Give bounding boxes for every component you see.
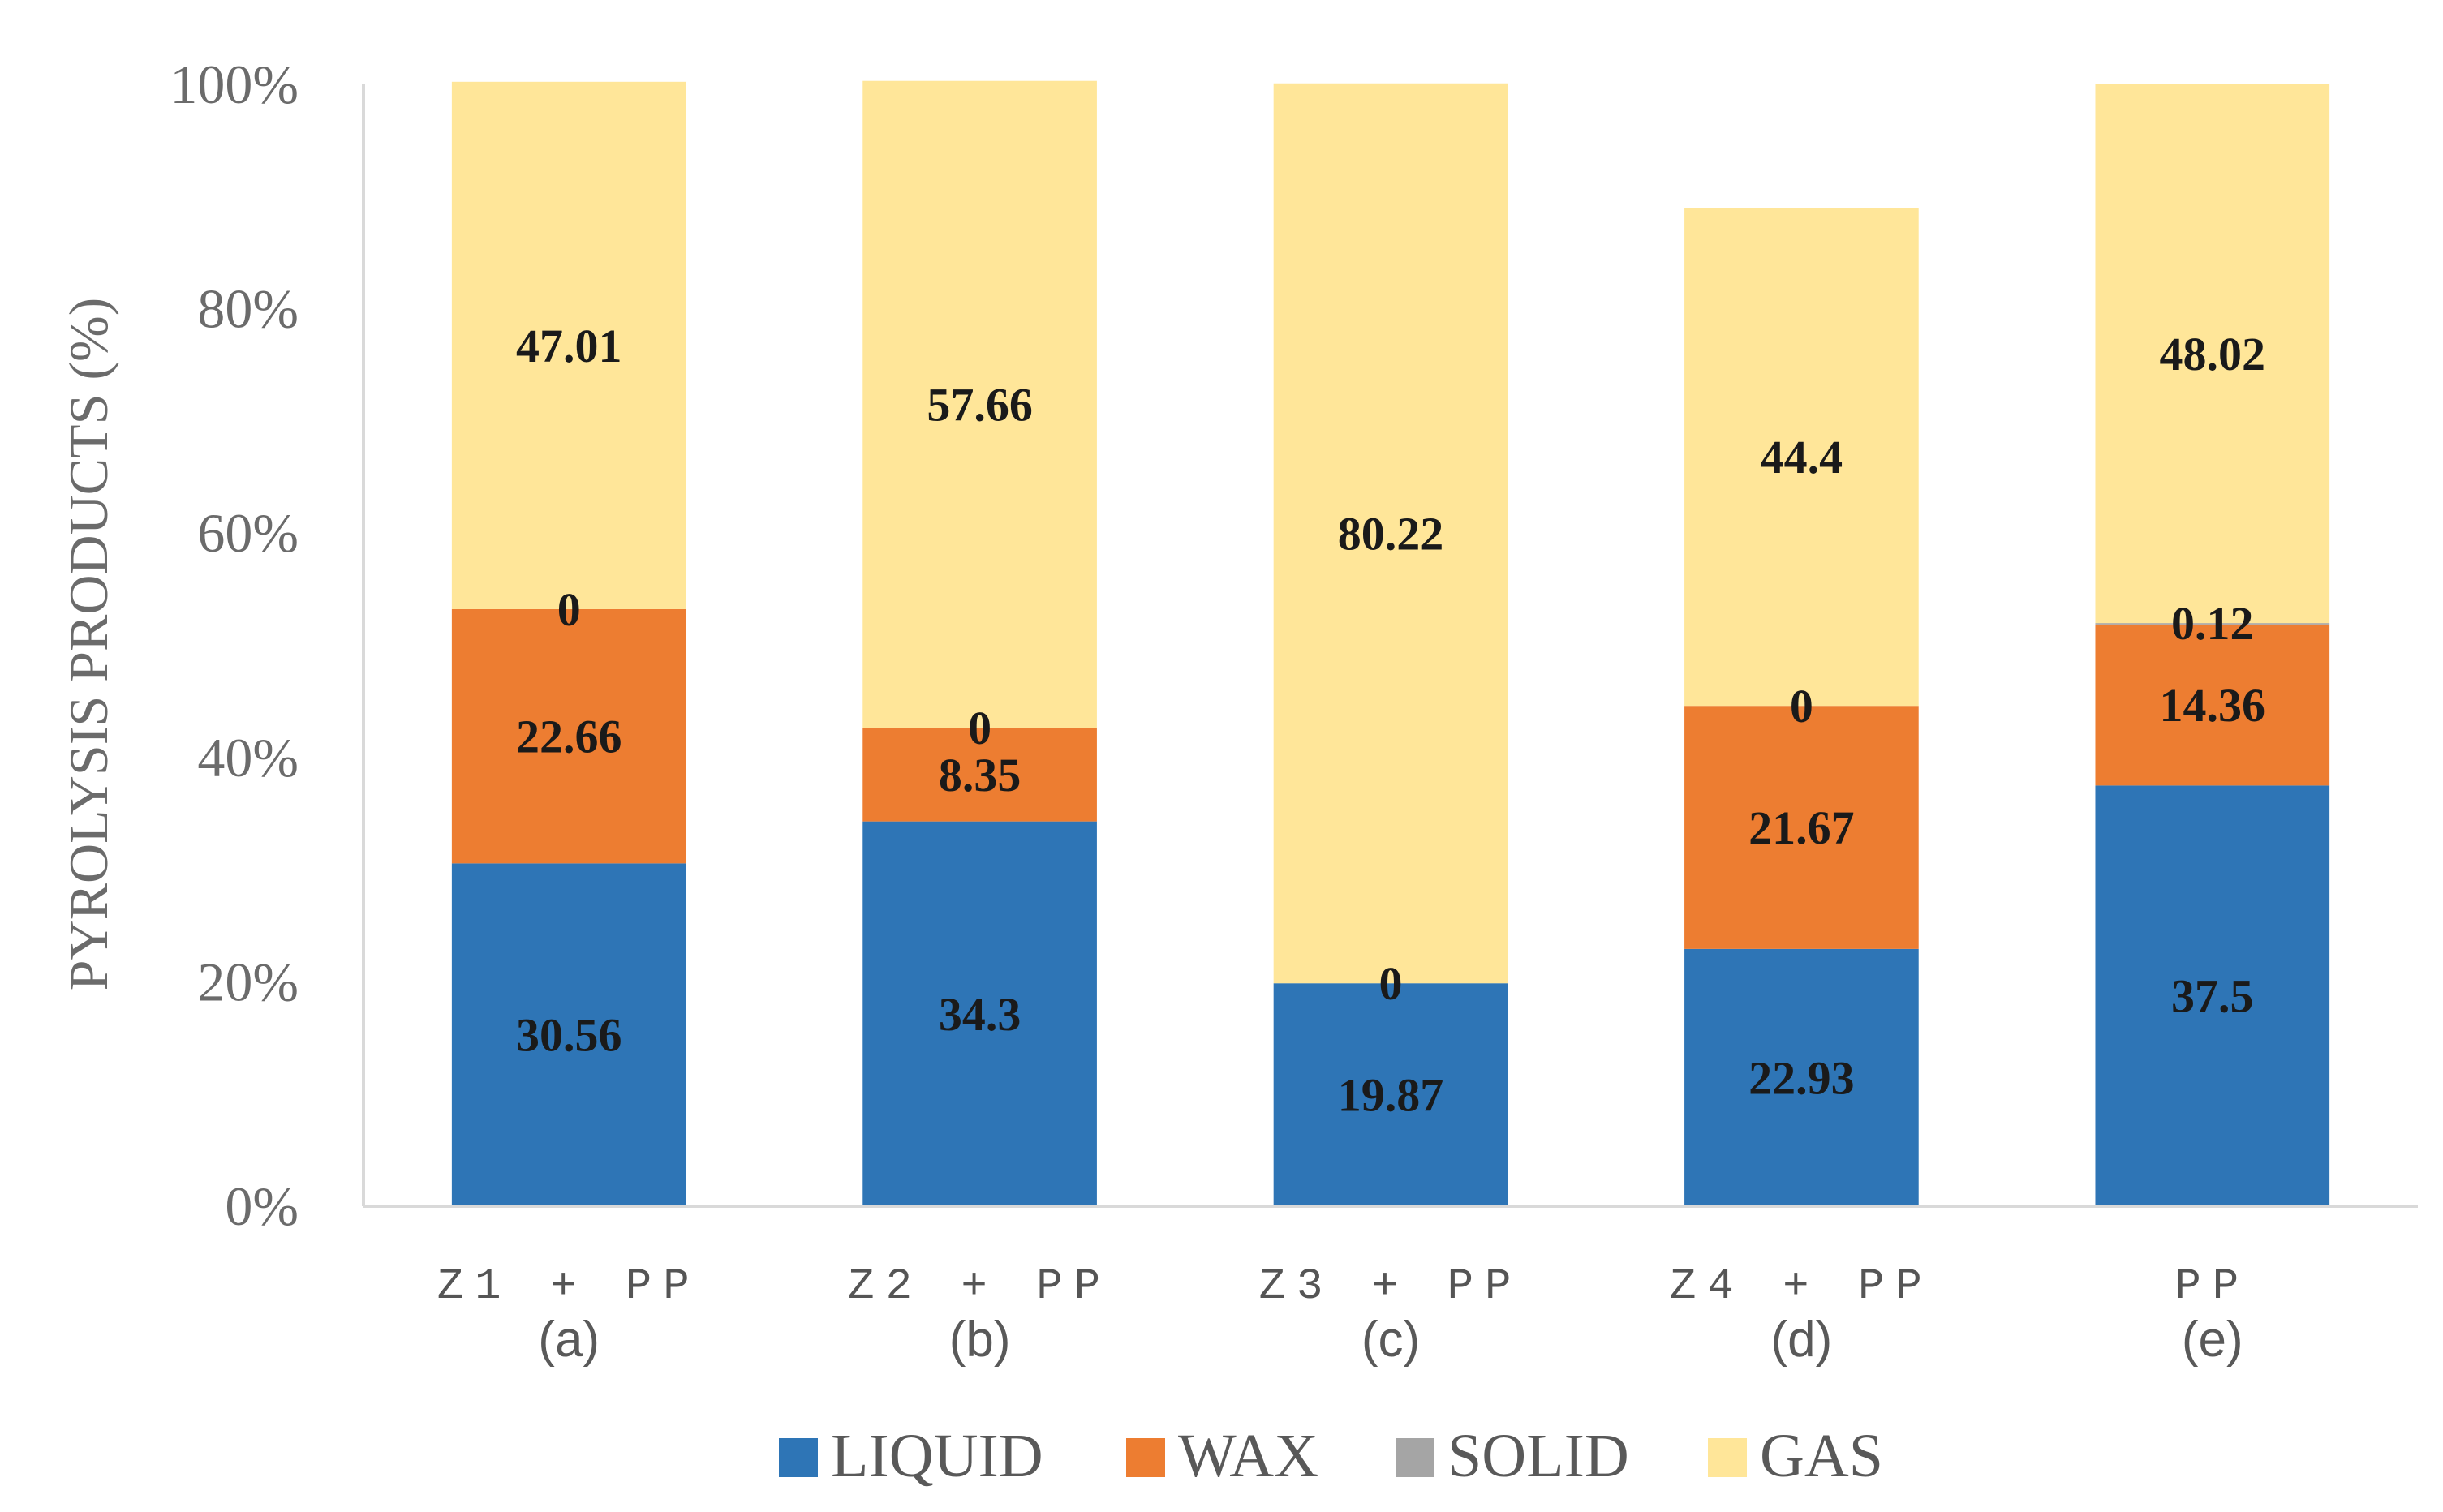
x-tick-sublabel: (b) — [949, 1312, 1011, 1368]
legend-swatch-solid — [1396, 1438, 1434, 1477]
bar-segment-liquid — [2095, 785, 2330, 1206]
bar-segment-solid — [2095, 623, 2330, 625]
bar-segment-wax — [1684, 706, 1919, 949]
data-label-gas: 57.66 — [927, 378, 1033, 431]
x-tick-sublabel: (d) — [1771, 1312, 1833, 1368]
legend-label-liquid: LIQUID — [831, 1422, 1043, 1490]
data-label-wax: 21.67 — [1748, 801, 1855, 854]
legend-label-gas: GAS — [1760, 1422, 1883, 1490]
bar-segment-wax — [2095, 624, 2330, 786]
x-tick-sublabel: (e) — [2182, 1312, 2243, 1368]
bar-segment-gas — [2095, 84, 2330, 624]
data-label-liquid: 22.93 — [1748, 1051, 1855, 1104]
y-tick-label: 80% — [197, 278, 299, 340]
bar-segment-liquid — [451, 863, 686, 1206]
data-label-solid: 0 — [1379, 957, 1403, 1010]
bar-segment-gas — [451, 81, 686, 609]
legend-swatch-liquid — [779, 1438, 818, 1477]
data-label-solid: 0 — [1790, 680, 1813, 732]
x-tick-label: Z1 + PP — [437, 1262, 701, 1312]
y-tick-label: 20% — [197, 951, 299, 1012]
legend: LIQUID WAX SOLID GAS — [779, 1422, 1883, 1490]
data-label-gas: 44.4 — [1761, 431, 1843, 483]
x-tick-label: Z2 + PP — [848, 1262, 1112, 1312]
y-axis: 0% 20% 40% 60% 80% 100% — [170, 54, 365, 1237]
data-label-solid: 0 — [557, 583, 581, 636]
bar-segment-wax — [862, 728, 1097, 822]
legend-label-solid: SOLID — [1447, 1422, 1629, 1490]
data-label-gas: 47.01 — [516, 320, 622, 372]
x-axis: Z1 + PP(a) Z2 + PP(b) Z3 + PP(c) Z4 + PP(d)… — [363, 1205, 2418, 1368]
legend-label-wax: WAX — [1178, 1422, 1318, 1490]
y-tick-label: 40% — [197, 727, 299, 788]
data-labels: 30.5622.66047.0134.38.35057.6619.87080.2… — [516, 320, 2265, 1122]
data-label-wax: 22.66 — [516, 711, 622, 763]
data-label-gas: 48.02 — [2160, 328, 2266, 380]
x-tick-sublabel: (c) — [1361, 1312, 1420, 1368]
x-tick-label: Z3 + PP — [1259, 1262, 1523, 1312]
data-label-liquid: 37.5 — [2171, 970, 2254, 1023]
bar-segment-liquid — [862, 821, 1097, 1206]
bar-segment-wax — [451, 608, 686, 864]
bar-segment-gas — [1273, 83, 1508, 984]
legend-swatch-gas — [1708, 1438, 1747, 1477]
data-label-gas: 80.22 — [1338, 507, 1444, 560]
x-tick-label: Z4 + PP — [1670, 1262, 1933, 1312]
data-label-solid: 0 — [968, 702, 991, 754]
y-tick-label: 0% — [225, 1175, 299, 1237]
x-tick-sublabel: (a) — [538, 1312, 600, 1368]
x-tick-label: PP — [2174, 1262, 2250, 1312]
legend-swatch-wax — [1126, 1438, 1165, 1477]
data-label-wax: 14.36 — [2160, 679, 2266, 732]
y-tick-label: 60% — [197, 502, 299, 564]
bar-segment-gas — [862, 80, 1097, 728]
bar-segment-liquid — [1273, 983, 1508, 1206]
data-label-wax: 8.35 — [939, 749, 1022, 801]
data-label-liquid: 19.87 — [1338, 1069, 1444, 1122]
data-label-liquid: 30.56 — [516, 1009, 622, 1062]
y-axis-title: PYROLYSIS PRODUCTS (%) — [58, 298, 119, 991]
bars — [451, 80, 2330, 1206]
y-tick-label: 100% — [170, 54, 299, 115]
data-label-solid: 0.12 — [2171, 597, 2254, 650]
bar-segment-liquid — [1684, 948, 1919, 1206]
bar-segment-gas — [1684, 208, 1919, 707]
data-label-liquid: 34.3 — [939, 988, 1022, 1041]
